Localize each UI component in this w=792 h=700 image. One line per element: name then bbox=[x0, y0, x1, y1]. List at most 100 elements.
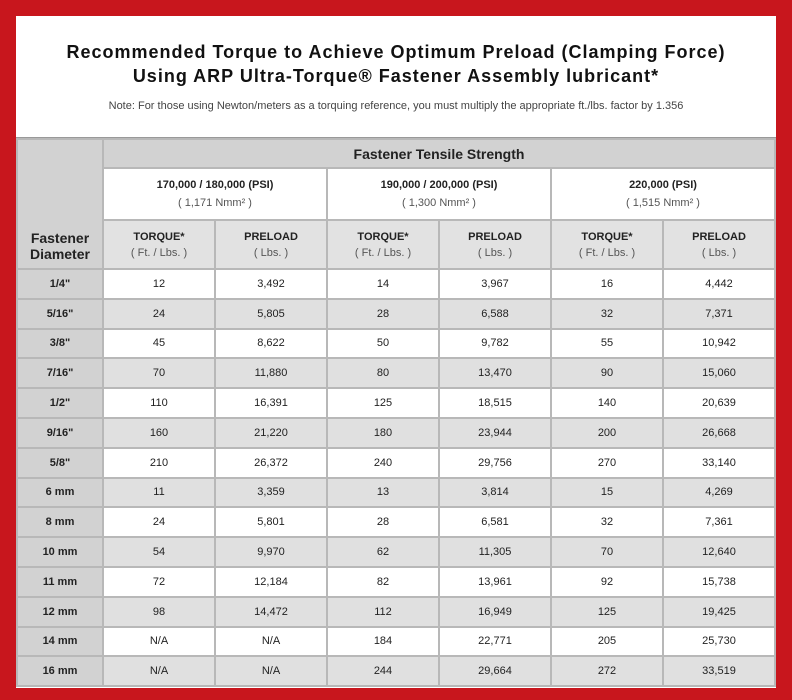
header: Recommended Torque to Achieve Optimum Pr… bbox=[16, 16, 776, 138]
row-header: Fastener Diameter bbox=[18, 140, 102, 268]
cell: 25,730 bbox=[664, 627, 774, 656]
cell: 7,371 bbox=[664, 299, 774, 328]
cell: N/A bbox=[216, 657, 326, 686]
cell: 15 bbox=[552, 478, 662, 507]
cell: 6,581 bbox=[440, 508, 550, 537]
cell: 9,970 bbox=[216, 538, 326, 566]
cell: 19,425 bbox=[664, 597, 774, 626]
cell: 11 bbox=[104, 478, 214, 507]
note: Note: For those using Newton/meters as a… bbox=[108, 100, 684, 112]
row-label: 7/16" bbox=[18, 359, 102, 388]
column-header: PRELOAD ( Lbs. ) bbox=[216, 221, 326, 268]
cell: 210 bbox=[104, 448, 214, 477]
row-label: 1/2" bbox=[18, 389, 102, 417]
data-row: 14 mm N/A N/A 184 22,771 205 25,730 bbox=[18, 627, 774, 656]
cell: 205 bbox=[552, 627, 662, 656]
cell: 15,738 bbox=[664, 567, 774, 596]
group-label: 190,000 / 200,000 (PSI) bbox=[380, 179, 498, 191]
cell: 24 bbox=[104, 508, 214, 537]
column-unit: ( Ft. / Lbs. ) bbox=[354, 246, 412, 259]
cell: 70 bbox=[552, 538, 662, 566]
cell: 184 bbox=[328, 627, 438, 656]
data-row: 11 mm 72 12,184 82 13,961 92 15,738 bbox=[18, 567, 774, 596]
cell: 33,519 bbox=[664, 657, 774, 686]
column-label: TORQUE* bbox=[581, 230, 633, 243]
column-header: TORQUE* ( Ft. / Lbs. ) bbox=[552, 221, 662, 268]
cell: 80 bbox=[328, 359, 438, 388]
row-label: 8 mm bbox=[18, 508, 102, 537]
group-cell: 220,000 (PSI) ( 1,515 Nmm² ) bbox=[552, 169, 774, 219]
row-label: 5/8" bbox=[18, 448, 102, 477]
cell: 90 bbox=[552, 359, 662, 388]
cell: 92 bbox=[552, 567, 662, 596]
data-row: 6 mm 11 3,359 13 3,814 15 4,269 bbox=[18, 478, 774, 507]
row-label: 5/16" bbox=[18, 299, 102, 328]
cell: 112 bbox=[328, 597, 438, 626]
cell: 21,220 bbox=[216, 418, 326, 447]
cell: 54 bbox=[104, 538, 214, 566]
cell: 23,944 bbox=[440, 418, 550, 447]
cell: 62 bbox=[328, 538, 438, 566]
data-row: 1/2" 110 16,391 125 18,515 140 20,639 bbox=[18, 389, 774, 417]
data-row: 8 mm 24 5,801 28 6,581 32 7,361 bbox=[18, 508, 774, 537]
data-row: 10 mm 54 9,970 62 11,305 70 12,640 bbox=[18, 538, 774, 566]
cell: 29,756 bbox=[440, 448, 550, 477]
cell: N/A bbox=[104, 627, 214, 656]
column-label: PRELOAD bbox=[692, 230, 746, 243]
cell: 3,359 bbox=[216, 478, 326, 507]
cell: 3,814 bbox=[440, 478, 550, 507]
row-label: 14 mm bbox=[18, 627, 102, 656]
cell: 50 bbox=[328, 329, 438, 358]
column-unit: ( Lbs. ) bbox=[253, 246, 289, 259]
title-line: Recommended Torque to Achieve Optimum Pr… bbox=[66, 42, 726, 62]
title-line: Using ARP Ultra-Torque® Fastener Assembl… bbox=[132, 66, 660, 86]
column-label: PRELOAD bbox=[468, 230, 522, 243]
cell: 28 bbox=[328, 299, 438, 328]
cell: 5,801 bbox=[216, 508, 326, 537]
column-label: TORQUE* bbox=[133, 230, 185, 243]
column-header: PRELOAD ( Lbs. ) bbox=[664, 221, 774, 268]
cell: 13,470 bbox=[440, 359, 550, 388]
cell: 12,184 bbox=[216, 567, 326, 596]
cell: 15,060 bbox=[664, 359, 774, 388]
group-sub: ( 1,515 Nmm² ) bbox=[626, 197, 700, 209]
cell: 12 bbox=[104, 270, 214, 298]
row-label: 10 mm bbox=[18, 538, 102, 566]
cell: 98 bbox=[104, 597, 214, 626]
row-label: 16 mm bbox=[18, 657, 102, 686]
cell: 180 bbox=[328, 418, 438, 447]
row-label: 12 mm bbox=[18, 597, 102, 626]
cell: 70 bbox=[104, 359, 214, 388]
cell: 33,140 bbox=[664, 448, 774, 477]
data-row: 16 mm N/A N/A 244 29,664 272 33,519 bbox=[18, 657, 774, 686]
cell: 82 bbox=[328, 567, 438, 596]
cell: 8,622 bbox=[216, 329, 326, 358]
cell: 55 bbox=[552, 329, 662, 358]
group-sub: ( 1,300 Nmm² ) bbox=[402, 197, 476, 209]
cell: 272 bbox=[552, 657, 662, 686]
header-row: 170,000 / 180,000 (PSI) ( 1,171 Nmm² ) 190… bbox=[18, 169, 774, 219]
cell: 13 bbox=[328, 478, 438, 507]
column-header: PRELOAD ( Lbs. ) bbox=[440, 221, 550, 268]
row-label: 9/16" bbox=[18, 418, 102, 447]
cell: 16 bbox=[552, 270, 662, 298]
group-cell: 170,000 / 180,000 (PSI) ( 1,171 Nmm² ) bbox=[104, 169, 326, 219]
cell: 110 bbox=[104, 389, 214, 417]
cell: 270 bbox=[552, 448, 662, 477]
cell: 244 bbox=[328, 657, 438, 686]
cell: 20,639 bbox=[664, 389, 774, 417]
cell: 9,782 bbox=[440, 329, 550, 358]
column-header: TORQUE* ( Ft. / Lbs. ) bbox=[328, 221, 438, 268]
cell: 10,942 bbox=[664, 329, 774, 358]
column-label: PRELOAD bbox=[244, 230, 298, 243]
cell: 32 bbox=[552, 299, 662, 328]
cell: 29,664 bbox=[440, 657, 550, 686]
cell: 14,472 bbox=[216, 597, 326, 626]
cell: 18,515 bbox=[440, 389, 550, 417]
data-row: 3/8" 45 8,622 50 9,782 55 10,942 bbox=[18, 329, 774, 358]
column-unit: ( Ft. / Lbs. ) bbox=[578, 246, 636, 259]
cell: 16,949 bbox=[440, 597, 550, 626]
column-unit: ( Ft. / Lbs. ) bbox=[130, 246, 188, 259]
cell: 28 bbox=[328, 508, 438, 537]
